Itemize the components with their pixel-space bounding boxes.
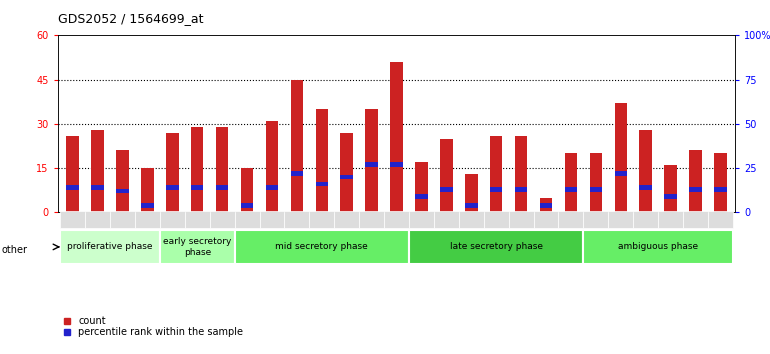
- Bar: [614, 171, 627, 176]
- Text: ambiguous phase: ambiguous phase: [618, 242, 698, 251]
- FancyBboxPatch shape: [310, 211, 334, 228]
- FancyBboxPatch shape: [534, 211, 558, 228]
- Bar: [116, 189, 129, 193]
- FancyBboxPatch shape: [284, 211, 310, 228]
- Bar: [290, 80, 303, 212]
- Bar: [66, 136, 79, 212]
- FancyBboxPatch shape: [359, 211, 384, 228]
- FancyBboxPatch shape: [334, 211, 359, 228]
- FancyBboxPatch shape: [484, 211, 509, 228]
- FancyBboxPatch shape: [608, 211, 633, 228]
- FancyBboxPatch shape: [459, 211, 484, 228]
- FancyBboxPatch shape: [60, 230, 160, 264]
- FancyBboxPatch shape: [509, 211, 534, 228]
- Bar: [465, 203, 477, 207]
- Text: late secretory phase: late secretory phase: [450, 242, 543, 251]
- Text: proliferative phase: proliferative phase: [67, 242, 152, 251]
- FancyBboxPatch shape: [259, 211, 284, 228]
- Bar: [92, 185, 104, 190]
- FancyBboxPatch shape: [209, 211, 235, 228]
- Bar: [689, 150, 701, 212]
- Text: GDS2052 / 1564699_at: GDS2052 / 1564699_at: [58, 12, 203, 25]
- FancyBboxPatch shape: [584, 211, 608, 228]
- Bar: [141, 168, 154, 212]
- Bar: [715, 187, 727, 192]
- Bar: [540, 198, 552, 212]
- FancyBboxPatch shape: [633, 211, 658, 228]
- Bar: [340, 175, 353, 179]
- Bar: [166, 185, 179, 190]
- Bar: [241, 203, 253, 207]
- Bar: [366, 162, 378, 167]
- FancyBboxPatch shape: [160, 230, 235, 264]
- Bar: [92, 130, 104, 212]
- FancyBboxPatch shape: [85, 211, 110, 228]
- Bar: [366, 109, 378, 212]
- Text: other: other: [2, 245, 28, 255]
- Bar: [465, 174, 477, 212]
- FancyBboxPatch shape: [110, 211, 135, 228]
- Bar: [216, 185, 229, 190]
- Bar: [440, 139, 453, 212]
- Bar: [564, 153, 578, 212]
- Bar: [590, 187, 602, 192]
- FancyBboxPatch shape: [409, 211, 434, 228]
- Bar: [116, 150, 129, 212]
- Bar: [316, 182, 328, 186]
- Bar: [290, 171, 303, 176]
- FancyBboxPatch shape: [584, 230, 733, 264]
- Bar: [340, 133, 353, 212]
- Bar: [490, 136, 502, 212]
- Bar: [216, 127, 229, 212]
- FancyBboxPatch shape: [60, 211, 85, 228]
- FancyBboxPatch shape: [160, 211, 185, 228]
- Bar: [266, 121, 278, 212]
- Bar: [191, 127, 203, 212]
- Bar: [590, 153, 602, 212]
- FancyBboxPatch shape: [409, 230, 584, 264]
- Bar: [639, 185, 652, 190]
- Text: early secretory
phase: early secretory phase: [163, 237, 232, 257]
- Bar: [665, 194, 677, 199]
- Bar: [316, 109, 328, 212]
- Bar: [166, 133, 179, 212]
- FancyBboxPatch shape: [658, 211, 683, 228]
- Bar: [415, 194, 427, 199]
- Bar: [390, 162, 403, 167]
- Bar: [689, 187, 701, 192]
- Bar: [540, 203, 552, 207]
- FancyBboxPatch shape: [185, 211, 209, 228]
- Bar: [490, 187, 502, 192]
- Bar: [141, 203, 154, 207]
- Bar: [191, 185, 203, 190]
- FancyBboxPatch shape: [434, 211, 459, 228]
- Bar: [665, 165, 677, 212]
- Bar: [66, 185, 79, 190]
- Bar: [241, 168, 253, 212]
- FancyBboxPatch shape: [558, 211, 584, 228]
- Bar: [390, 62, 403, 212]
- Bar: [515, 187, 527, 192]
- FancyBboxPatch shape: [708, 211, 733, 228]
- Bar: [440, 187, 453, 192]
- FancyBboxPatch shape: [235, 230, 409, 264]
- FancyBboxPatch shape: [235, 211, 259, 228]
- Bar: [415, 162, 427, 212]
- Bar: [614, 103, 627, 212]
- Bar: [715, 153, 727, 212]
- FancyBboxPatch shape: [683, 211, 708, 228]
- Bar: [515, 136, 527, 212]
- Legend: count, percentile rank within the sample: count, percentile rank within the sample: [62, 316, 243, 337]
- Bar: [564, 187, 578, 192]
- Bar: [266, 185, 278, 190]
- FancyBboxPatch shape: [384, 211, 409, 228]
- Bar: [639, 130, 652, 212]
- Text: mid secretory phase: mid secretory phase: [276, 242, 368, 251]
- FancyBboxPatch shape: [135, 211, 160, 228]
